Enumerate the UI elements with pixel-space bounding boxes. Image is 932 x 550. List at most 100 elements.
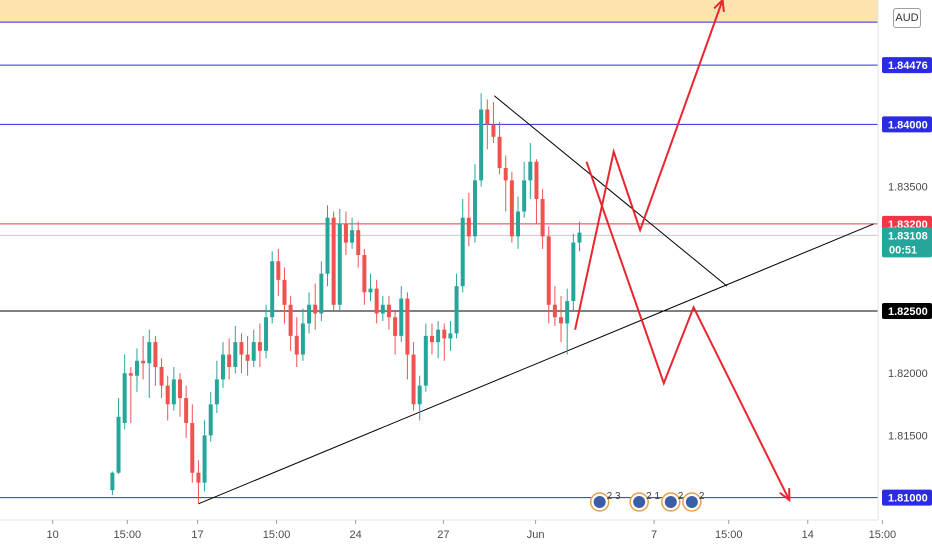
candle-body-2 (122, 373, 127, 423)
candle-body-40 (356, 230, 361, 256)
candle-body-74 (565, 301, 570, 324)
trendline-1[interactable] (493, 95, 728, 287)
candle-body-50 (417, 385, 422, 405)
candle-body-33 (313, 304, 318, 314)
price-tag-label-5: 1.81000 (888, 493, 928, 505)
candle-body-0 (110, 472, 115, 491)
candle-body-49 (411, 354, 416, 405)
candle-body-52 (429, 335, 434, 343)
currency-badge[interactable]: AUD (893, 8, 921, 28)
candle-body-21 (239, 342, 244, 355)
candle-body-42 (368, 288, 373, 293)
candle-body-8 (159, 366, 164, 386)
event-label-0: 2 3 (607, 491, 621, 502)
candle-body-41 (362, 255, 367, 293)
candle-body-47 (399, 298, 404, 336)
candle-body-17 (214, 379, 219, 405)
price-tag-5 (882, 489, 932, 506)
y-tick-label-2: 1.82000 (888, 368, 928, 380)
candle-body-45 (386, 304, 391, 318)
x-tick-label-3: 15:00 (263, 529, 291, 541)
x-tick-label-6: Jun (527, 529, 545, 541)
candle-body-51 (423, 335, 428, 386)
x-tick-label-7: 7 (651, 529, 657, 541)
candle-body-59 (472, 180, 477, 237)
y-tick-label-1: 1.81500 (888, 430, 928, 442)
candle-body-38 (343, 223, 348, 243)
x-tick-label-2: 17 (191, 529, 203, 541)
candle-body-65 (509, 180, 514, 237)
candle-body-67 (522, 180, 527, 212)
candle-body-36 (331, 217, 336, 305)
x-tick-label-8: 15:00 (715, 529, 743, 541)
candle-body-61 (485, 109, 490, 125)
candle-body-23 (251, 342, 256, 361)
candle-body-6 (147, 342, 152, 364)
resistance-zone (0, 0, 878, 23)
candle-body-54 (442, 329, 447, 339)
price-tag-3 (882, 227, 932, 258)
candle-body-19 (227, 354, 232, 367)
x-tick-label-4: 24 (349, 529, 361, 541)
x-tick-label-10: 15:00 (869, 529, 897, 541)
price-tag-4 (882, 303, 932, 320)
candle-body-9 (165, 385, 170, 405)
event-label-1: 2 1 (646, 491, 660, 502)
candle-body-73 (559, 317, 564, 324)
candle-body-29 (288, 304, 293, 336)
y-tick-label-5: 1.83500 (888, 182, 928, 194)
candle-body-15 (202, 435, 207, 483)
candle-body-22 (245, 354, 250, 361)
candle-body-30 (294, 335, 299, 355)
candle-body-20 (233, 342, 238, 367)
x-tick-label-5: 27 (437, 529, 449, 541)
candle-body-5 (141, 360, 146, 364)
price-tag-countdown-3: 00:51 (889, 244, 917, 256)
event-flag-icon-0 (593, 496, 606, 508)
candle-body-43 (374, 288, 379, 314)
candle-body-10 (171, 379, 176, 405)
projection-arrowhead-1 (779, 488, 791, 503)
projection-arrow-0[interactable] (574, 0, 724, 330)
candle-body-56 (454, 286, 459, 334)
candle-body-62 (491, 124, 496, 137)
candle-body-76 (577, 232, 582, 243)
candle-body-37 (337, 223, 342, 305)
candle-body-16 (208, 404, 213, 436)
candle-body-55 (448, 333, 453, 339)
price-tag-label-0: 1.84476 (888, 60, 928, 72)
candle-body-46 (393, 317, 398, 336)
price-tag-0 (882, 57, 932, 74)
candle-body-70 (540, 199, 545, 237)
candle-body-53 (436, 329, 441, 343)
candle-body-4 (134, 360, 139, 376)
price-tag-label-1: 1.84000 (888, 119, 928, 131)
candle-body-14 (196, 472, 201, 483)
event-flag-icon-3 (685, 496, 698, 508)
candle-body-26 (270, 261, 275, 318)
candle-body-66 (516, 211, 521, 237)
trendline-0[interactable] (198, 223, 874, 505)
candle-body-12 (184, 398, 189, 423)
x-tick-label-9: 14 (802, 529, 814, 541)
candle-body-68 (528, 161, 533, 181)
candle-body-75 (571, 242, 576, 302)
event-label-3: 2 (699, 491, 705, 502)
projection-arrow-1[interactable] (585, 161, 791, 501)
candle-body-18 (221, 354, 226, 380)
x-tick-label-1: 15:00 (114, 529, 142, 541)
candle-body-44 (380, 304, 385, 314)
candle-body-7 (153, 342, 158, 367)
candle-body-34 (319, 273, 324, 314)
candle-body-58 (466, 217, 471, 237)
event-flag-icon-1 (633, 496, 646, 508)
candle-body-57 (460, 217, 465, 287)
price-tag-1 (882, 116, 932, 133)
event-label-2: 2 (678, 491, 684, 502)
projection-arrowhead-0 (713, 0, 725, 13)
candle-body-31 (300, 323, 305, 355)
candle-body-24 (257, 342, 262, 351)
candle-body-72 (552, 304, 557, 318)
